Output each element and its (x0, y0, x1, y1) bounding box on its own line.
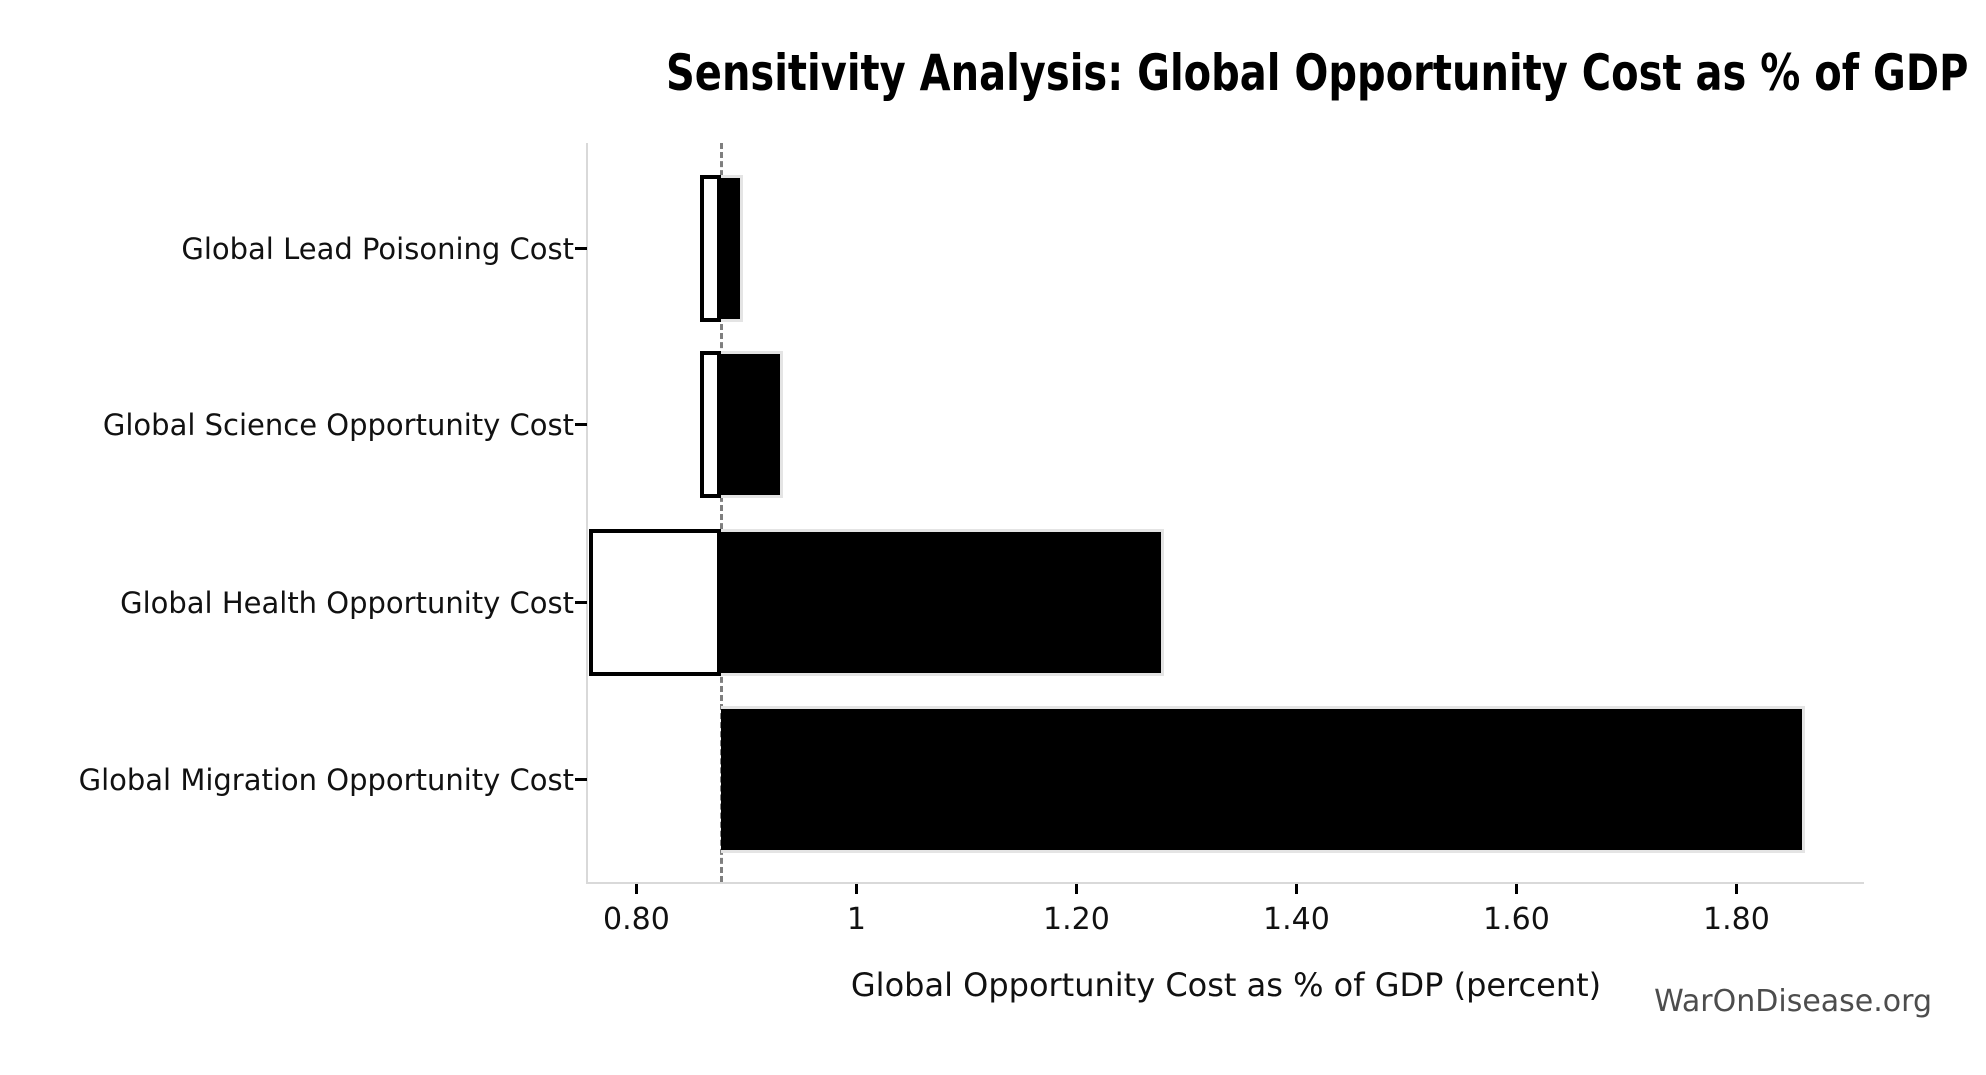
x-tick-label: 1.60 (1482, 902, 1550, 937)
baseline-dashed-line (719, 143, 723, 882)
y-axis-tick (575, 601, 587, 604)
y-category-label: Global Migration Opportunity Cost (78, 762, 574, 797)
x-axis-tick (634, 884, 638, 894)
x-axis-tick (1514, 884, 1518, 894)
y-category-label: Global Lead Poisoning Cost (181, 231, 574, 266)
bar-low-segment (700, 175, 722, 322)
x-tick-label: 1.20 (1042, 902, 1110, 937)
x-axis-label: Global Opportunity Cost as % of GDP (per… (850, 966, 1602, 1004)
watermark: WarOnDisease.org (1654, 984, 1932, 1019)
bar-high-segment (721, 706, 1805, 853)
y-axis-tick (575, 778, 587, 781)
y-axis-tick (575, 423, 587, 426)
x-axis-tick (1734, 884, 1738, 894)
y-axis-tick (575, 247, 587, 250)
x-axis-tick (854, 884, 858, 894)
y-category-label: Global Science Opportunity Cost (102, 407, 574, 442)
x-axis-tick (1294, 884, 1298, 894)
bar-high-segment (721, 529, 1165, 676)
chart-title: Sensitivity Analysis: Global Opportunity… (666, 44, 1969, 102)
x-axis-tick (1074, 884, 1078, 894)
bar-low-segment (589, 529, 722, 676)
x-tick-label: 0.80 (602, 902, 670, 937)
axes-spines (586, 143, 1864, 884)
x-tick-label: 1.40 (1262, 902, 1330, 937)
x-tick-label: 1 (846, 902, 866, 937)
bar-high-segment (721, 175, 744, 322)
bar-high-segment (721, 351, 783, 498)
bar-low-segment (700, 351, 722, 498)
x-tick-label: 1.80 (1702, 902, 1770, 937)
y-category-label: Global Health Opportunity Cost (120, 585, 574, 620)
